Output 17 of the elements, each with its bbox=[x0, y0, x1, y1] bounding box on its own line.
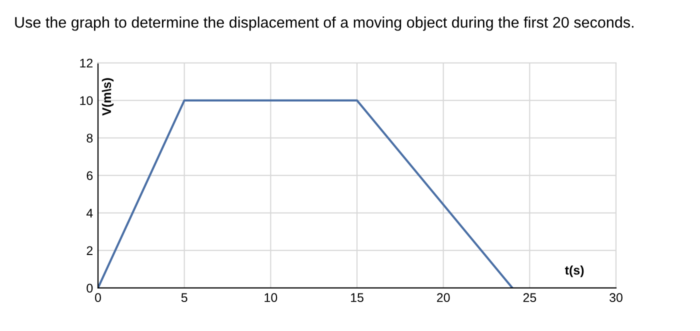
x-tick-label: 20 bbox=[437, 293, 450, 302]
x-tick-label: 0 bbox=[95, 293, 101, 302]
chart-title: Use the graph to determine the displacement of a moving object during the first 20 seconds. bbox=[15, 16, 634, 31]
x-tick-label: 25 bbox=[523, 293, 536, 302]
x-tick-label: 15 bbox=[351, 293, 364, 302]
y-tick-label: 8 bbox=[86, 134, 93, 143]
x-tick-label: 5 bbox=[181, 293, 188, 302]
y-axis-title: V(m\s) bbox=[102, 78, 114, 116]
y-tick-label: 2 bbox=[86, 246, 93, 255]
x-tick-label: 10 bbox=[264, 293, 278, 302]
x-tick-label: 30 bbox=[610, 293, 622, 302]
y-tick-label: 6 bbox=[86, 171, 93, 180]
y-tick-label: 12 bbox=[80, 58, 93, 68]
y-tick-label: 0 bbox=[86, 284, 93, 293]
y-tick-label: 10 bbox=[80, 96, 93, 106]
y-tick-label: 4 bbox=[86, 208, 93, 218]
x-axis-title: t(s) bbox=[564, 265, 584, 278]
